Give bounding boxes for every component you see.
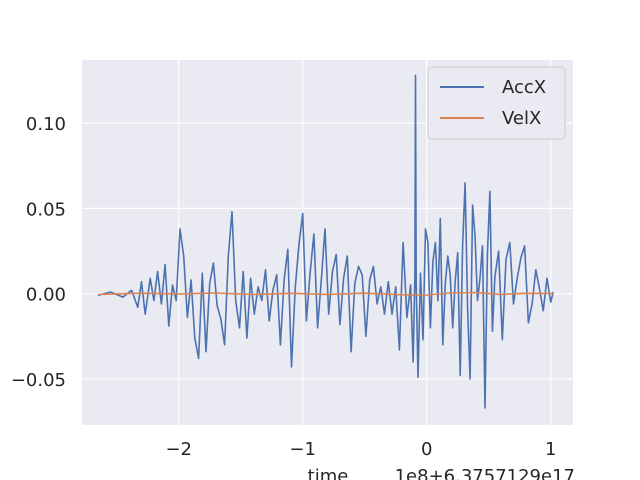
tick-labels: −2 −1 0 1 −0.05 0.00 0.05 0.10: [11, 114, 557, 460]
series-line-velx: [98, 291, 554, 296]
legend-box: [427, 66, 566, 140]
y-tick-label: 0.05: [26, 199, 66, 220]
x-axis-offset-label: 1e8+6.3757129e17: [395, 466, 575, 480]
x-tick-label: 1: [545, 439, 556, 460]
x-tick-label: 0: [421, 439, 432, 460]
legend: AccX VelX: [427, 66, 566, 140]
y-tick-label: 0.00: [26, 285, 66, 306]
x-tick-label: −1: [289, 439, 316, 460]
y-tick-label: 0.10: [26, 114, 66, 135]
y-tick-label: −0.05: [11, 370, 66, 391]
x-tick-label: −2: [165, 439, 192, 460]
x-axis-label: time: [308, 466, 349, 480]
legend-label-velx: VelX: [502, 108, 541, 129]
series-lines: [97, 74, 554, 409]
series-line-accx: [97, 74, 554, 409]
legend-label-accx: AccX: [502, 77, 546, 98]
